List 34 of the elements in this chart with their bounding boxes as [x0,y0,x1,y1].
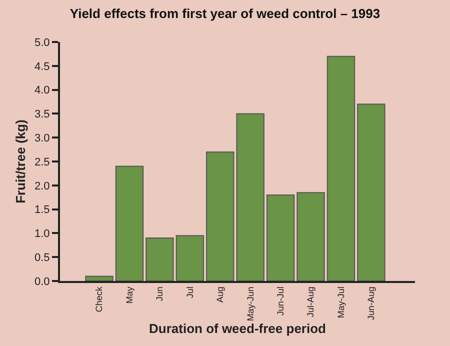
bar [236,113,264,281]
y-tick-label: 5.0 [34,36,50,49]
bar [85,276,114,281]
bar [266,194,295,281]
bar [176,235,204,281]
x-tick-label: Jun [154,286,165,302]
y-axis-title: Fruit/tree (kg) [12,120,28,204]
y-tick-label: 4.5 [34,60,50,73]
y-tick-label: 1.0 [34,228,50,240]
chart-title: Yield effects from first year of weed control – 1993 [70,6,380,21]
y-tick-label: 2.0 [34,180,50,192]
y-tick-label: 0.0 [34,276,50,288]
x-tick-label: May [124,286,134,304]
x-tick-label: May-Jul [336,286,346,318]
x-tick-label: Jul [184,286,195,298]
x-tick-label: Jun-Jul [275,286,286,316]
bar [206,151,234,281]
y-tick-label: 4.0 [34,84,50,97]
x-tick-label: May-Jun [245,286,256,322]
bar [296,192,325,281]
x-tick-label: Check [94,286,104,312]
bar [326,56,356,281]
x-tick-label: Aug [215,286,226,303]
y-tick-label: 2.5 [34,156,50,168]
y-tick-label: 3.0 [34,132,50,144]
x-tick-label: Jun-Aug [366,286,376,320]
bar [115,166,144,281]
y-tick-label: 0.5 [34,252,50,264]
x-axis-title: Duration of weed-free period [149,321,326,336]
bar [357,104,386,281]
x-tick-label: Jul-Aug [306,286,316,318]
bar [146,237,174,281]
y-tick-label: 1.5 [34,204,50,216]
y-tick-label: 3.5 [34,108,50,121]
